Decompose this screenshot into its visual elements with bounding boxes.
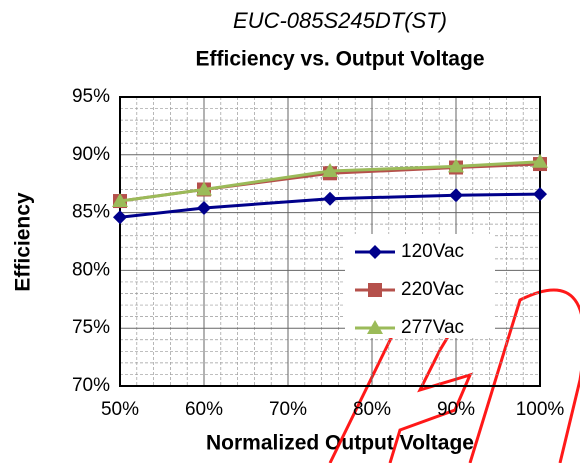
legend-label: 277Vac [401, 317, 464, 338]
plot-frame [119, 96, 541, 387]
marker [197, 200, 211, 215]
y-tick-label: 75% [72, 317, 110, 338]
x-tick-label: 70% [269, 399, 307, 420]
legend-label: 120Vac [401, 241, 464, 262]
marker [368, 283, 382, 297]
marker [367, 320, 383, 334]
x-tick-label: 50% [101, 399, 139, 420]
y-tick-label: 90% [72, 144, 110, 165]
x-tick-label: 60% [185, 399, 223, 420]
y-axis-label: Efficiency [12, 192, 35, 292]
chart-subtitle: Efficiency vs. Output Voltage [196, 48, 485, 71]
marker [449, 188, 463, 203]
y-tick-label: 95% [72, 86, 110, 107]
marker [448, 158, 464, 173]
y-tick-label: 80% [72, 259, 110, 280]
legend-label: 220Vac [401, 279, 464, 300]
marker [532, 153, 548, 168]
x-tick-label: 80% [353, 399, 391, 420]
marker [113, 210, 127, 225]
marker [368, 245, 382, 259]
y-tick-label: 85% [72, 202, 110, 223]
marker [322, 162, 338, 177]
x-tick-label: 90% [437, 399, 475, 420]
marker [323, 191, 337, 206]
chart-title: EUC-085S245DT(ST) [233, 8, 447, 33]
marker [196, 181, 212, 196]
y-tick-label: 70% [72, 375, 110, 396]
marker [112, 193, 128, 208]
x-tick-label: 100% [516, 399, 565, 420]
marker [533, 187, 547, 202]
